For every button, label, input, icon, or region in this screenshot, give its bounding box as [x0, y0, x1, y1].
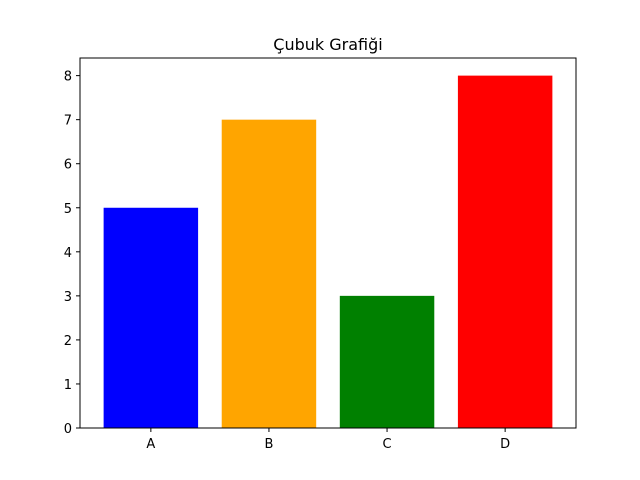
y-tick-label: 3: [64, 290, 72, 305]
y-tick-label: 0: [64, 422, 72, 437]
plot-frame: [79, 57, 577, 429]
x-tick-label: B: [264, 437, 273, 452]
y-tick-label: 1: [64, 378, 72, 393]
bars-layer: [103, 75, 553, 429]
y-tick-label: 2: [64, 334, 72, 349]
y-tick-label: 4: [64, 246, 72, 261]
y-tick-label: 8: [64, 70, 72, 85]
bar-a: [103, 207, 199, 428]
y-tick-label: 7: [64, 114, 72, 129]
chart-title: Çubuk Grafiği: [273, 35, 382, 54]
x-tick-label: C: [383, 437, 392, 452]
bar-d: [457, 75, 553, 428]
x-tick-label: D: [500, 437, 510, 452]
bar-b: [221, 119, 317, 429]
x-tick-label: A: [146, 437, 155, 452]
bar-c: [339, 295, 435, 428]
y-tick-label: 6: [64, 158, 72, 173]
x-axis: A B C D: [146, 428, 510, 452]
y-tick-label: 5: [64, 202, 72, 217]
y-axis: 0 1 2 3 4 5 6 7 8: [64, 70, 80, 437]
